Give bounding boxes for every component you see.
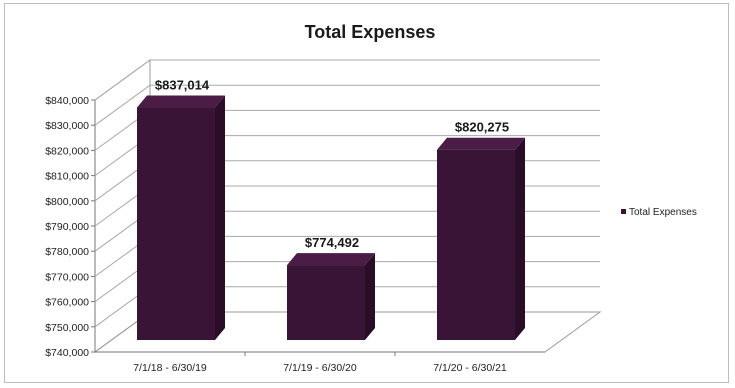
bar: $837,014 (137, 78, 225, 340)
y-tick-label: $760,000 (45, 297, 89, 309)
x-axis-ticks: 7/1/18 - 6/30/19 7/1/19 - 6/30/20 7/1/20 -… (133, 352, 507, 374)
bars: $837,014 $774,492 $820,275 (137, 78, 525, 340)
y-tick-label: $820,000 (45, 145, 89, 157)
bar-top (287, 253, 375, 266)
bar-front (287, 265, 365, 340)
y-tick-label: $790,000 (45, 221, 89, 233)
legend-label: Total Expenses (629, 207, 697, 218)
y-tick-label: $770,000 (45, 271, 89, 283)
bar: $820,275 (437, 120, 525, 340)
gridline-depth (94, 59, 151, 101)
y-tick-label: $740,000 (45, 347, 89, 359)
x-tick-label: 7/1/20 - 6/30/21 (433, 362, 507, 374)
bar-front (137, 107, 215, 340)
y-tick-label: $800,000 (45, 196, 89, 208)
chart-title: Total Expenses (305, 22, 436, 42)
y-tick-label: $780,000 (45, 246, 89, 258)
data-label: $837,014 (155, 78, 210, 93)
x-tick-label: 7/1/19 - 6/30/20 (283, 362, 357, 374)
bar-side (365, 253, 375, 340)
x-tick-label: 7/1/18 - 6/30/19 (133, 362, 207, 374)
data-label: $774,492 (305, 235, 359, 250)
y-tick-label: $830,000 (45, 120, 89, 132)
y-axis-ticks: $740,000 $750,000 $760,000 $770,000 $780,000… (45, 95, 95, 359)
bar: $774,492 (287, 235, 375, 340)
bar-top (437, 137, 525, 150)
legend-swatch (621, 209, 626, 214)
y-tick-label: $840,000 (45, 95, 89, 107)
y-tick-label: $750,000 (45, 322, 89, 334)
bar-side (215, 95, 225, 340)
data-label: $820,275 (455, 120, 509, 135)
bar-front (437, 149, 515, 340)
gridline-depth (94, 84, 151, 126)
legend: Total Expenses (621, 207, 697, 218)
y-tick-label: $810,000 (45, 171, 89, 183)
bar-side (515, 137, 525, 340)
bar-top (137, 95, 225, 108)
